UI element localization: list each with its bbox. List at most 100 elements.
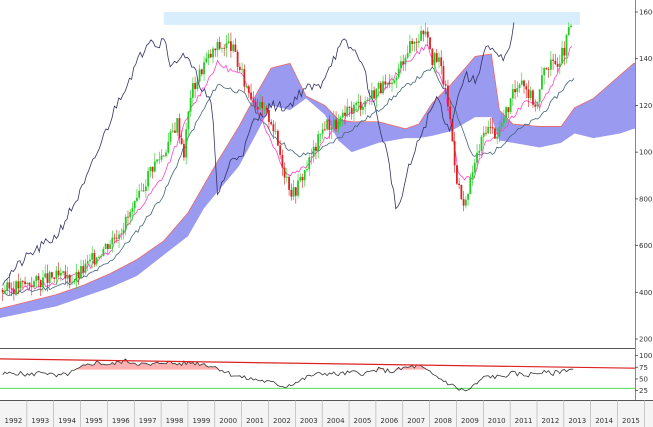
candle-body-69 (156, 159, 158, 162)
candle-body-136 (306, 169, 308, 171)
candle-body-34 (77, 271, 80, 278)
candle-body-84 (189, 97, 192, 112)
year-label-2010: 2010 (488, 417, 506, 425)
candle-body-158 (355, 102, 358, 105)
candle-body-179 (402, 61, 405, 65)
candle-body-76 (171, 130, 174, 132)
candle-body-223 (500, 122, 503, 127)
candle-body-113 (254, 101, 257, 108)
candle-body-63 (142, 190, 145, 192)
candle-body-46 (104, 243, 107, 250)
candle-body-155 (348, 106, 351, 108)
candle-body-190 (426, 31, 429, 38)
price-tick-label-1400: 1400 (639, 55, 653, 63)
candle-body-105 (236, 51, 239, 67)
candle-body-150 (337, 121, 340, 130)
candle-body-142 (319, 133, 322, 135)
candle-body-58 (131, 208, 134, 212)
candle-body-94 (212, 48, 214, 58)
candle-body-145 (326, 119, 329, 130)
candle-body-231 (518, 84, 521, 89)
candle-body-29 (66, 274, 69, 279)
candle-body-59 (133, 200, 136, 209)
year-label-1995: 1995 (85, 417, 103, 425)
candle-body-43 (97, 257, 100, 258)
candle-body-216 (485, 132, 487, 134)
year-label-2004: 2004 (327, 417, 345, 425)
price-plot-area (0, 12, 635, 318)
candle-body-11 (26, 282, 29, 285)
candle-body-82 (185, 129, 188, 158)
candle-body-99 (223, 47, 226, 49)
candle-body-15 (35, 276, 38, 282)
candle-body-37 (84, 263, 87, 273)
candle-body-31 (71, 281, 73, 283)
candle-body-20 (46, 273, 49, 283)
candle-body-170 (382, 81, 384, 93)
candle-body-117 (263, 107, 266, 109)
candle-body-189 (424, 31, 427, 35)
candle-body-222 (498, 126, 501, 137)
candle-body-205 (460, 185, 463, 200)
candle-body-4 (10, 288, 13, 290)
candle-body-22 (51, 272, 53, 278)
candle-body-48 (109, 244, 111, 249)
candle-body-224 (502, 118, 505, 123)
candle-body-178 (400, 61, 402, 69)
candle-body-25 (57, 270, 60, 276)
year-label-1994: 1994 (58, 417, 76, 425)
candle-body-53 (120, 233, 123, 235)
year-label-2003: 2003 (300, 417, 318, 425)
candle-body-77 (174, 130, 176, 133)
candle-body-42 (95, 257, 98, 264)
candle-body-87 (196, 81, 199, 89)
candle-body-240 (538, 89, 541, 102)
candle-body-200 (449, 106, 452, 120)
candle-body-74 (167, 141, 170, 153)
candle-body-198 (444, 84, 447, 86)
candle-body-186 (417, 40, 420, 43)
year-label-2013: 2013 (568, 417, 586, 425)
candle-body-2 (6, 282, 9, 291)
candle-body-134 (301, 177, 304, 181)
candle-body-41 (93, 253, 96, 264)
candle-body-36 (82, 266, 85, 273)
candle-body-201 (451, 119, 454, 142)
candle-body-106 (238, 66, 241, 70)
candle-body-239 (536, 101, 539, 107)
candle-body-125 (281, 154, 284, 168)
candle-body-109 (245, 86, 248, 88)
price-tick-label-200: 200 (639, 336, 652, 344)
price-tick-label-1000: 1000 (639, 149, 653, 157)
candle-body-60 (136, 197, 138, 201)
candle-body-246 (552, 59, 555, 61)
candle-body-13 (30, 285, 33, 288)
candle-body-140 (315, 146, 317, 151)
candle-body-209 (469, 177, 472, 195)
candle-body-30 (68, 274, 71, 283)
candle-body-254 (570, 25, 572, 28)
candle-body-226 (507, 107, 510, 113)
candle-body-184 (413, 41, 416, 44)
candle-body-35 (80, 266, 82, 278)
candle-body-206 (462, 199, 465, 206)
candle-body-5 (12, 289, 15, 294)
candle-body-168 (377, 83, 380, 89)
price-panel (0, 0, 636, 400)
candle-body-86 (194, 83, 197, 89)
candle-body-9 (21, 281, 24, 282)
candle-body-88 (198, 69, 201, 82)
year-label-2008: 2008 (434, 417, 452, 425)
candle-body-8 (19, 281, 22, 289)
candle-body-139 (312, 146, 315, 157)
candle-body-80 (180, 138, 183, 144)
year-label-2011: 2011 (515, 417, 533, 425)
candle-body-116 (261, 101, 264, 109)
kijun-sen-line (2, 66, 575, 297)
candle-body-95 (214, 48, 217, 51)
candle-body-245 (549, 59, 552, 70)
candle-body-67 (151, 166, 154, 172)
candle-body-214 (480, 136, 483, 151)
candle-body-183 (411, 41, 414, 44)
